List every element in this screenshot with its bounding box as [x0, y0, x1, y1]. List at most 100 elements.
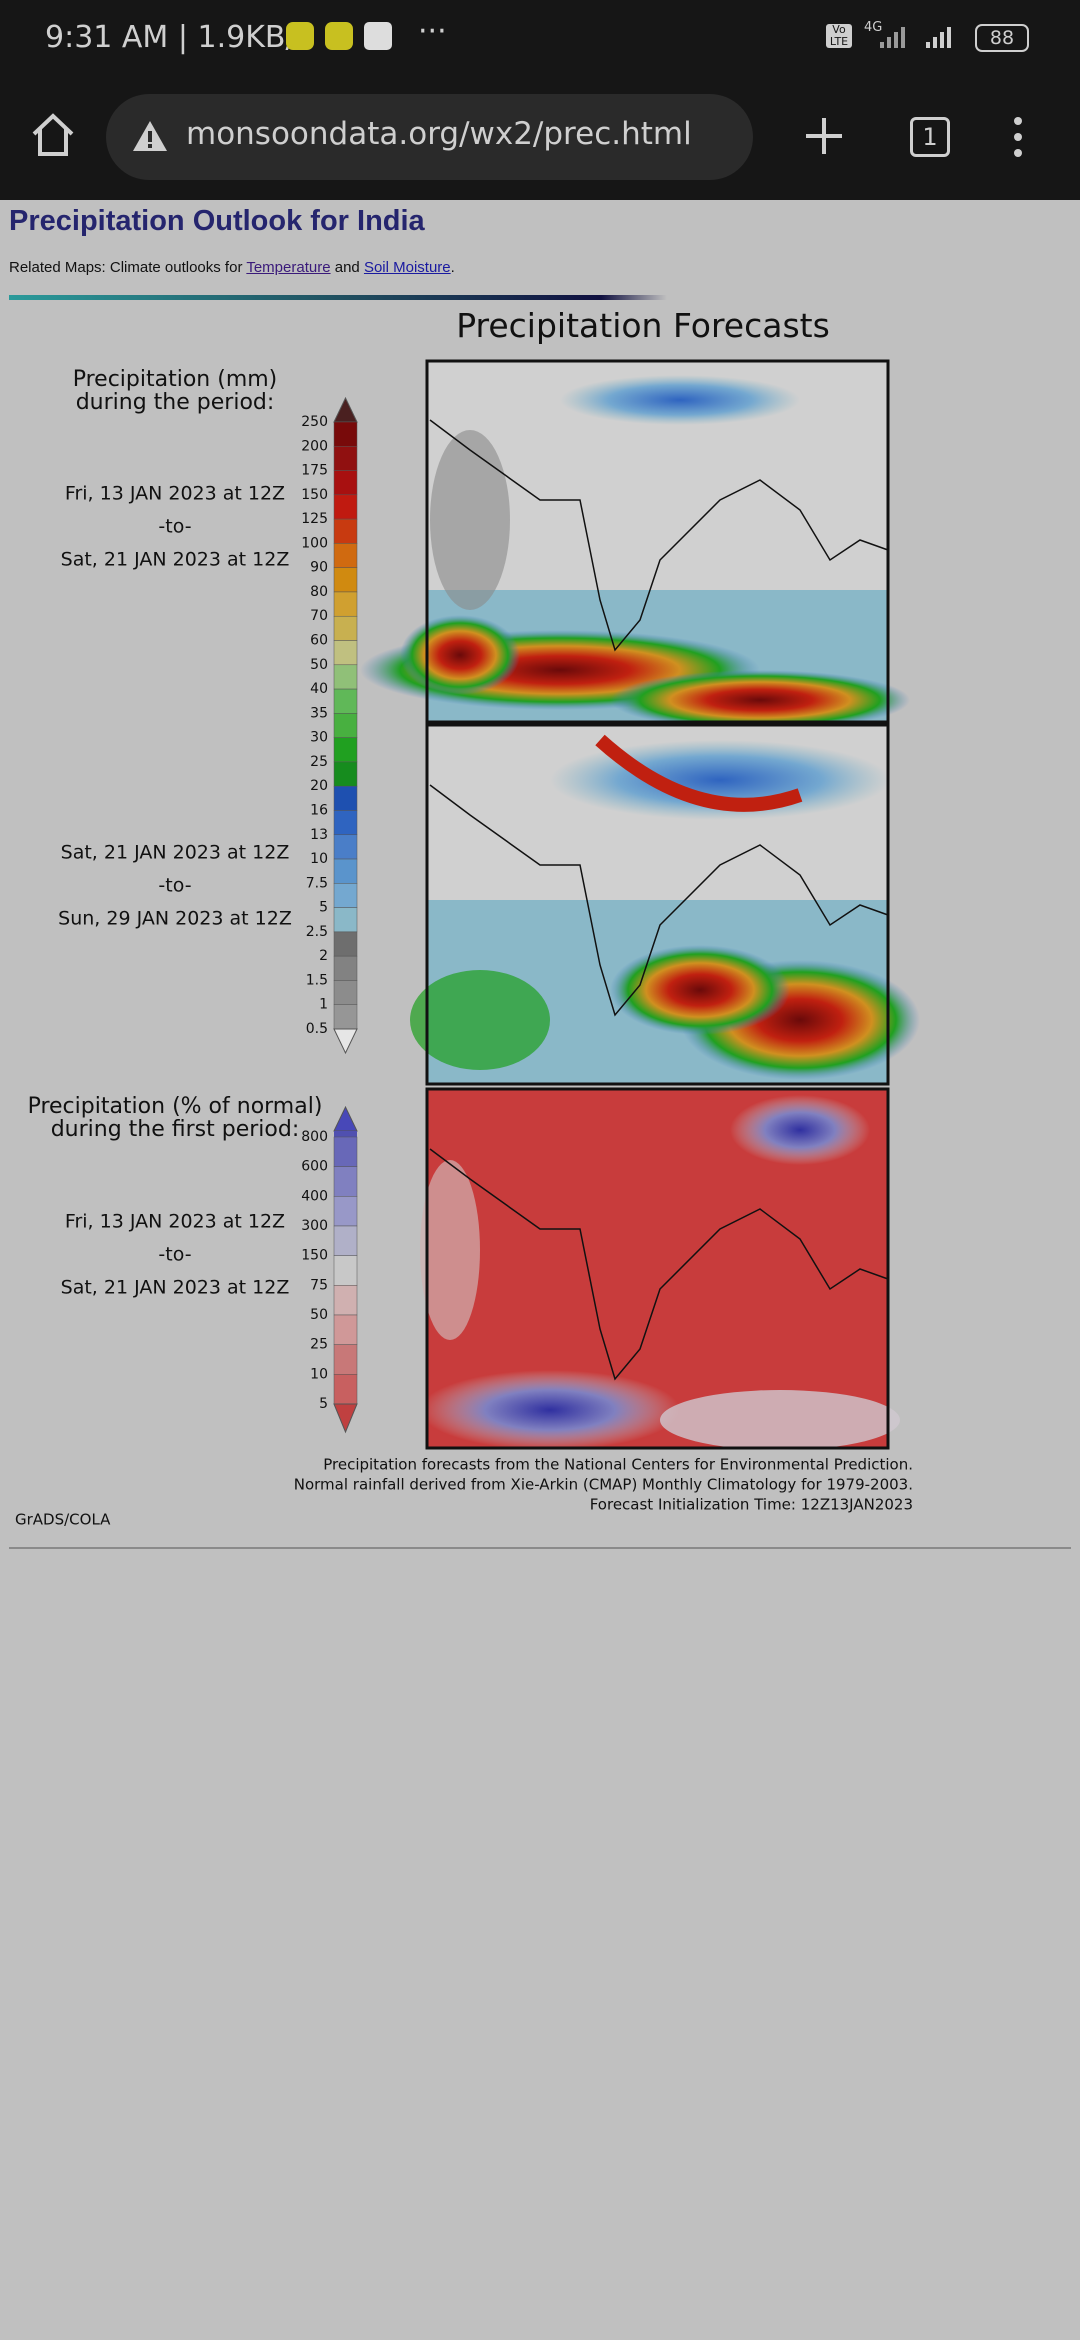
legend-text: GrADS/COLA [15, 1511, 111, 1529]
colorbar-box [333, 737, 358, 763]
home-button[interactable] [30, 112, 76, 158]
menu-button[interactable] [1010, 116, 1026, 158]
colorbar-box [333, 1225, 358, 1256]
colorbar-box [333, 785, 358, 811]
legend-text: 25 [310, 1337, 328, 1353]
link[interactable]: Soil Moisture [363, 259, 451, 276]
legend-text: -to- [158, 875, 191, 897]
legend-text: 10 [310, 851, 328, 867]
legend-text: 800 [301, 1129, 328, 1145]
legend-text: Sun, 29 JAN 2023 at 12Z [58, 908, 292, 930]
colorbar-box [333, 834, 358, 860]
legend-text: 50 [310, 657, 328, 673]
colorbar-box [333, 1255, 358, 1286]
figure: Precipitation Forecasts Precipitation (m… [15, 306, 920, 1529]
map [410, 723, 920, 1086]
app-icons [286, 22, 392, 54]
legend-text: 35 [310, 705, 328, 721]
legend-text: Normal rainfall derived from Xie-Arkin (… [294, 1476, 913, 1494]
legend-text: 10 [310, 1366, 328, 1382]
address-bar[interactable]: monsoondata.org/wx2/prec.html [106, 94, 753, 180]
colorbar-box [333, 567, 358, 593]
legend-text: 1.5 [306, 972, 328, 988]
new-tab-button[interactable] [804, 116, 844, 156]
colorbar-box [333, 518, 358, 544]
colorbar-box [333, 931, 358, 957]
legend-text: 20 [310, 778, 328, 794]
network: 4G [864, 20, 883, 35]
text: and [330, 259, 364, 276]
text: . [450, 259, 455, 276]
legend-text: 5 [319, 900, 328, 916]
colorbar-box [333, 858, 358, 884]
legend-text: 300 [301, 1218, 328, 1234]
warning-icon [133, 121, 167, 151]
url-text: monsoondata.org/wx2/prec.html [186, 116, 692, 152]
legend-text: 150 [301, 1248, 328, 1264]
volte: Vo LTE [826, 24, 852, 48]
legend-text: 2.5 [306, 924, 328, 940]
colorbar-box [333, 1374, 358, 1405]
colorbar-box [333, 615, 358, 641]
tab-count[interactable]: 1 [910, 117, 950, 157]
colorbar-box [333, 1136, 358, 1167]
colorbar-box [333, 688, 358, 714]
colorbar-box [334, 1131, 357, 1137]
colorbar-box [333, 713, 358, 738]
colorbar-box [333, 980, 358, 1005]
legend-text: 150 [301, 487, 328, 503]
legend-text: 30 [310, 730, 328, 746]
rule [9, 1547, 1071, 1549]
legend-text: Precipitation forecasts from the Nationa… [323, 1456, 913, 1474]
legend-text: 200 [301, 438, 328, 454]
colorbar-box [333, 640, 358, 666]
colorbar-box [333, 907, 358, 933]
legend-text: 25 [310, 754, 328, 770]
legend-text: 0.5 [306, 1021, 328, 1037]
legend-text: Precipitation (% of normal) [28, 1094, 323, 1119]
legend-text: 7.5 [306, 875, 328, 891]
legend-text: 2 [319, 948, 328, 964]
legend-text: -to- [158, 1244, 191, 1266]
legend-text: Precipitation (mm) [73, 367, 278, 392]
colorbar-box [333, 1314, 358, 1345]
legend-text: Sat, 21 JAN 2023 at 12Z [61, 842, 290, 864]
figure-heading: Precipitation Forecasts [456, 306, 830, 345]
legend-text: 5 [319, 1396, 328, 1412]
battery: 88 [975, 24, 1029, 52]
colorbar-box [333, 810, 358, 836]
browser-chrome: 9:31 AM | 1.9KB/s ··· Vo LTE 4G 88 monso… [0, 0, 1080, 200]
map [360, 359, 910, 730]
legend-text: 1 [319, 997, 328, 1013]
legend-text: during the period: [76, 390, 275, 415]
colorbar-box [333, 1285, 358, 1316]
legend-text: 13 [310, 827, 328, 843]
legend-text: 75 [310, 1277, 328, 1293]
colorbar-cap [333, 1403, 358, 1434]
legend-text: during the first period: [51, 1117, 300, 1142]
legend-text: 60 [310, 633, 328, 649]
page-title: Precipitation Outlook for India [9, 205, 425, 237]
colorbar-box [333, 446, 358, 471]
colorbar-box [333, 1166, 358, 1197]
colorbar-cap [333, 1028, 358, 1055]
colorbar-box [333, 591, 358, 617]
link[interactable]: Temperature [246, 259, 331, 276]
status-time: 9:31 AM | 1.9KB/s [45, 20, 312, 55]
status-more: ··· [418, 14, 447, 49]
colorbar-box [333, 494, 358, 520]
legend-text: 175 [301, 463, 328, 479]
colorbar-box [333, 955, 358, 981]
colorbar-box [333, 470, 358, 496]
colorbar-cap [333, 1105, 358, 1132]
legend-text: Sat, 21 JAN 2023 at 12Z [61, 549, 290, 571]
legend-text: 600 [301, 1159, 328, 1175]
legend-text: 50 [310, 1307, 328, 1323]
legend-text: 100 [301, 535, 328, 551]
map [420, 1087, 900, 1450]
legends: Precipitation (mm)during the period: Fri,… [15, 367, 913, 1529]
colorbar-box [333, 421, 358, 447]
legend-text: Sat, 21 JAN 2023 at 12Z [61, 1277, 290, 1299]
legend-text: Forecast Initialization Time: 12Z13JAN20… [590, 1496, 913, 1514]
